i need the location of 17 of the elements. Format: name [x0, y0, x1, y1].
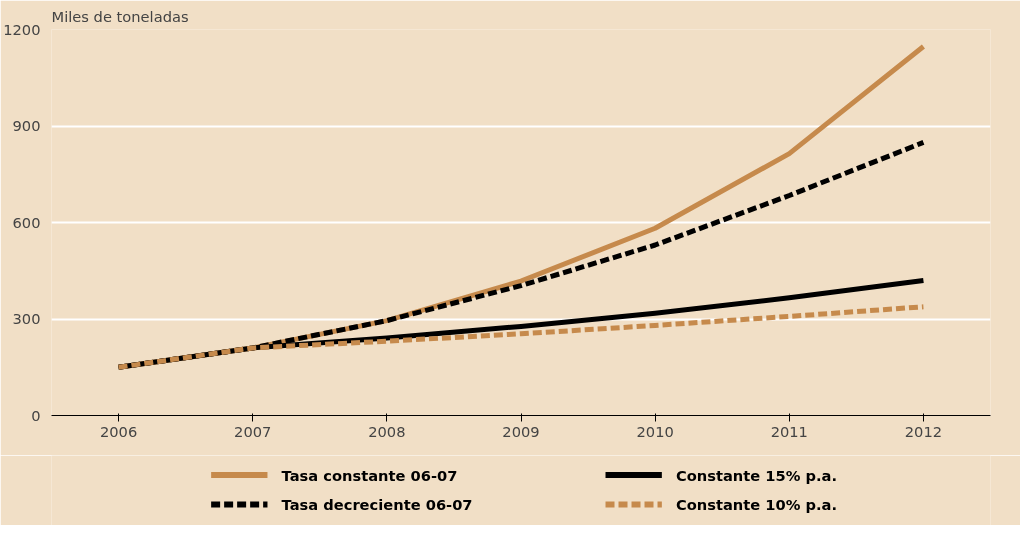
x-tick-label: 2011: [770, 422, 808, 440]
legend-label: Tasa decreciente 06-07: [281, 496, 473, 513]
x-tick-label: 2010: [636, 422, 674, 440]
x-tick-label: 2006: [99, 422, 138, 440]
y-tick-label: 1200: [3, 20, 41, 38]
legend-label: Constante 15% p.a.: [675, 466, 837, 484]
x-tick-label: 2009: [502, 422, 540, 440]
y-axis-title: Miles de toneladas: [51, 7, 189, 25]
x-tick-label: 2012: [904, 422, 943, 440]
x-tick-label: 2008: [368, 422, 406, 440]
y-tick-label: 900: [12, 117, 41, 134]
x-tick-label: 2007: [234, 422, 272, 440]
y-tick-label: 0: [31, 406, 41, 424]
y-tick-label: 600: [12, 213, 41, 231]
y-tick-label: 300: [12, 310, 41, 327]
legend-label: Tasa constante 06-07: [281, 466, 458, 484]
legend-label: Constante 10% p.a.: [675, 496, 837, 513]
